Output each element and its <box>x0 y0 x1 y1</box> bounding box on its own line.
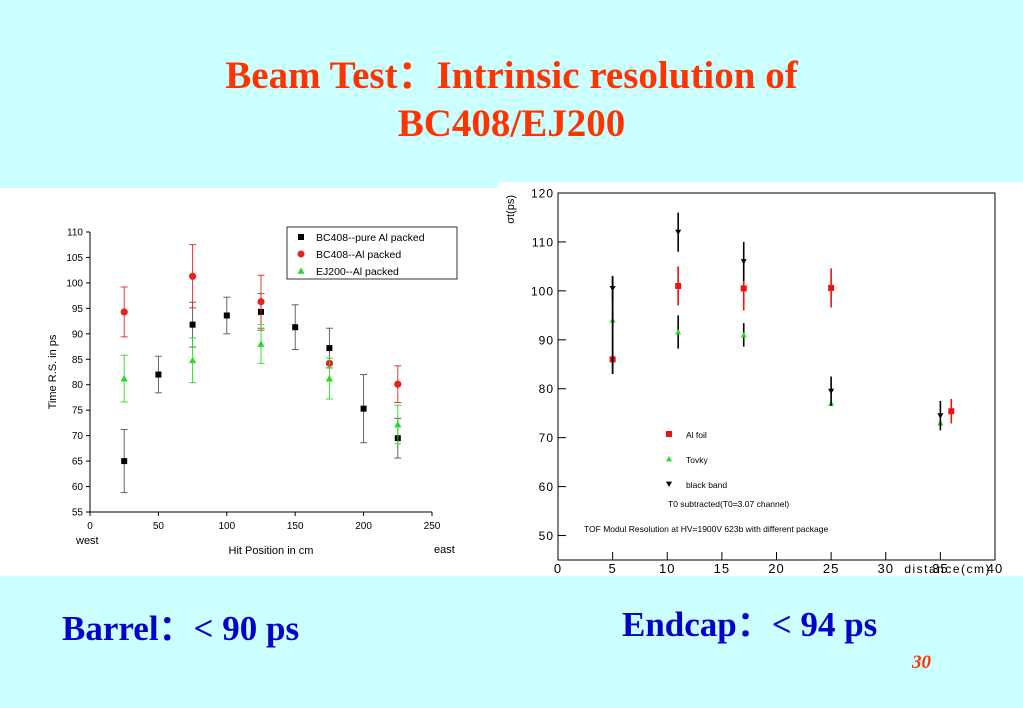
x-tick-label: 40 <box>987 561 1003 576</box>
y-tick-label: 95 <box>72 304 84 315</box>
x-tick-label: 100 <box>218 521 235 532</box>
series-2 <box>120 324 402 445</box>
legend-label: Al foil <box>686 430 707 440</box>
data-point <box>948 408 955 415</box>
x-tick-label: 10 <box>659 561 675 576</box>
x-tick-label: 0 <box>87 521 93 532</box>
barrel-resolution-chart: 0 50 100 150 200 250 55 60 65 70 75 80 85 90 95 100 105 1… <box>47 226 458 557</box>
x-tick-label: 30 <box>878 561 894 576</box>
y-tick-label: 120 <box>531 187 554 201</box>
legend-label: EJ200--Al packed <box>316 266 399 278</box>
legend-marker <box>666 456 672 462</box>
y-tick-label: 110 <box>67 228 83 239</box>
data-point <box>292 324 299 331</box>
y-tick-label: 110 <box>532 235 554 249</box>
page-number: 30 <box>912 652 931 673</box>
y-tick-label: 65 <box>72 457 84 468</box>
barrel-caption: Barrel：< 90 ps <box>62 609 300 648</box>
y-tick-label: 85 <box>72 355 84 366</box>
y-tick-label: 80 <box>539 382 554 396</box>
slide-title-line2: BC408/EJ200 <box>397 102 626 145</box>
data-point <box>120 308 128 316</box>
y-tick-label: 50 <box>539 529 554 543</box>
x-tick-label: 150 <box>287 521 304 532</box>
x-tick-label: 50 <box>153 521 165 532</box>
y-tick-label: 100 <box>66 278 83 289</box>
series-2 <box>609 212 944 431</box>
x-tick-label: 15 <box>714 561 730 576</box>
data-point <box>394 420 402 428</box>
legend-marker <box>666 431 672 437</box>
data-point <box>223 312 230 319</box>
data-point <box>675 229 682 236</box>
data-point <box>189 356 197 364</box>
y-tick-label: 75 <box>72 406 84 417</box>
legend-box <box>286 226 458 280</box>
y-axis-label: σt(ps) <box>505 195 517 224</box>
data-point <box>937 413 944 419</box>
data-point <box>675 328 682 335</box>
endcap-caption: Endcap：< 94 ps <box>622 605 878 644</box>
x-tick-label: 35 <box>932 561 948 576</box>
data-point <box>360 405 367 412</box>
slide-title-line1: Beam Test：Intrinsic resolution of <box>225 54 798 97</box>
y-tick-label: 60 <box>539 480 554 494</box>
y-tick-label: 70 <box>539 431 554 445</box>
data-point <box>325 375 333 382</box>
y-tick-label: 70 <box>72 431 84 442</box>
y-tick-label: 60 <box>72 482 84 493</box>
annotation-title: TOF Modul Resolution at HV=1900V 623b wi… <box>584 524 828 534</box>
x-axis-label: Hit Position in cm <box>229 545 314 557</box>
legend-label: Tovky <box>686 455 708 465</box>
y-tick-label: 90 <box>72 329 84 340</box>
slide-title: Beam Test：Intrinsic resolution of BC408/… <box>0 52 1023 148</box>
data-point <box>189 272 197 280</box>
data-point <box>828 284 835 291</box>
y-tick-label: 55 <box>72 508 84 519</box>
x-tick-label: 250 <box>424 521 441 532</box>
legend: Al foil Tovky black band <box>666 430 727 490</box>
legend-label: BC408--pure Al packed <box>316 232 425 244</box>
legend-marker <box>297 250 305 258</box>
data-point <box>155 371 162 378</box>
annotation-t0: T0 subtracted(T0=3.07 channel) <box>668 499 789 509</box>
x-axis-label: distance(cm) <box>904 562 991 576</box>
x-tick-label: 5 <box>609 561 617 576</box>
data-point <box>828 388 835 395</box>
data-point <box>394 380 402 388</box>
x-tick-label: 200 <box>355 521 372 532</box>
data-point <box>675 282 682 289</box>
series-1 <box>609 315 944 426</box>
data-point <box>326 345 333 352</box>
series-0 <box>609 266 955 424</box>
endcap-resolution-chart: 0 5 10 15 20 25 30 35 40 50 60 70 80 90 100 110 120 dista… <box>505 187 1003 577</box>
x-tick-label: 25 <box>823 561 839 576</box>
data-point <box>740 259 747 265</box>
x-end-label-east: east <box>434 544 455 556</box>
y-tick-label: 90 <box>539 333 554 347</box>
x-end-label-west: west <box>75 535 99 547</box>
legend-label: BC408--Al packed <box>316 249 401 261</box>
legend: BC408--pure Al packed BC408--Al packed EJ2… <box>286 226 458 280</box>
x-tick-label: 20 <box>768 561 784 576</box>
legend-marker <box>297 267 305 274</box>
y-tick-label: 105 <box>66 253 83 264</box>
data-point <box>740 331 747 338</box>
data-point <box>257 298 265 306</box>
legend-marker <box>298 234 304 240</box>
endcap-plot-panel: 0 5 10 15 20 25 30 35 40 50 60 70 80 90 100 110 120 dista… <box>498 182 1023 576</box>
data-point <box>189 321 196 328</box>
data-point <box>120 375 128 382</box>
data-point <box>121 458 128 465</box>
y-tick-label: 100 <box>531 284 554 298</box>
legend-label: black band <box>686 480 727 490</box>
x-tick-label: 0 <box>554 561 562 576</box>
barrel-plot-panel: 0 50 100 150 200 250 55 60 65 70 75 80 85 90 95 100 105 1… <box>0 188 498 576</box>
y-axis-label: Time R.S. in ps <box>47 334 59 409</box>
y-tick-label: 80 <box>72 380 84 391</box>
data-point <box>257 340 265 347</box>
data-point <box>740 285 747 292</box>
legend-marker <box>666 481 672 487</box>
